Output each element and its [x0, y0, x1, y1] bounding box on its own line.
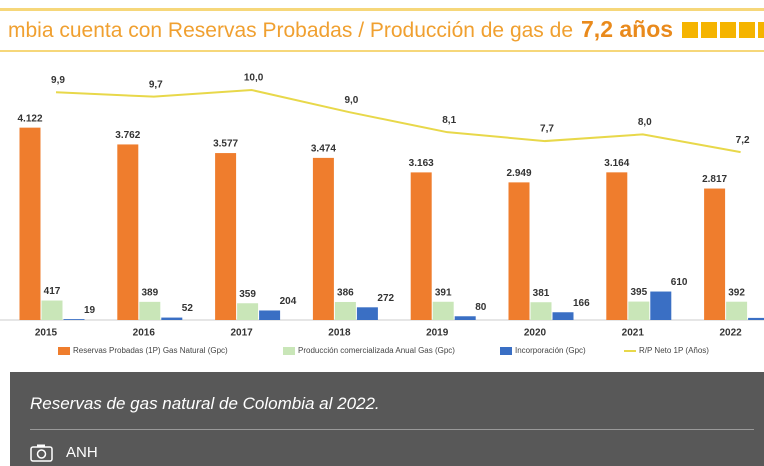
data-label: 80	[475, 302, 487, 313]
camera-icon	[30, 444, 53, 462]
bar	[41, 300, 63, 320]
bar	[454, 316, 476, 320]
data-label: 7,7	[540, 124, 554, 135]
data-label: 52	[182, 303, 194, 314]
bar	[704, 188, 726, 320]
x-tick-label: 2015	[35, 328, 58, 339]
data-label: 392	[728, 287, 745, 298]
data-label: 4.122	[17, 113, 42, 124]
data-label: 3.762	[115, 130, 140, 141]
legend-label: Incorporación (Gpc)	[515, 346, 586, 355]
caption-separator	[30, 429, 754, 430]
legend-label: Reservas Probadas (1P) Gas Natural (Gpc)	[73, 346, 228, 355]
bar	[139, 301, 161, 320]
data-label: 389	[141, 287, 158, 298]
bar	[259, 310, 281, 320]
bar	[63, 319, 85, 320]
bar	[726, 301, 748, 320]
x-tick-label: 2016	[133, 328, 156, 339]
bar	[650, 291, 672, 320]
bar	[356, 307, 378, 320]
chart-title: mbia cuenta con Reservas Probadas / Prod…	[8, 16, 673, 42]
data-label: 9,0	[344, 95, 358, 106]
bar	[552, 312, 574, 320]
bar	[508, 182, 530, 320]
top-band	[0, 8, 764, 11]
data-label: 9,7	[149, 79, 163, 90]
x-tick-label: 2017	[230, 328, 253, 339]
legend-label: Producción comercializada Anual Gas (Gpc…	[298, 346, 455, 355]
data-label: 204	[280, 296, 297, 307]
caption-credit: ANH	[66, 444, 98, 461]
x-tick-label: 2019	[426, 328, 449, 339]
title-highlight: 7,2 años	[581, 16, 673, 42]
data-label: 386	[337, 288, 354, 299]
data-label: 166	[573, 298, 590, 309]
data-label: 10,0	[244, 73, 264, 84]
bar	[606, 172, 628, 320]
data-label: 19	[84, 305, 96, 316]
legend-label: R/P Neto 1P (Años)	[639, 346, 709, 355]
x-tick-label: 2021	[622, 328, 645, 339]
x-tick-label: 2018	[328, 328, 351, 339]
bar	[215, 153, 237, 320]
data-label: 391	[435, 287, 452, 298]
title-text: mbia cuenta con Reservas Probadas / Prod…	[8, 19, 573, 42]
data-label: 2.949	[506, 168, 531, 179]
bar	[19, 127, 41, 320]
top-band	[0, 50, 764, 52]
data-label: 272	[377, 293, 394, 304]
bar	[628, 301, 650, 320]
bar	[334, 301, 356, 320]
data-label: 3.474	[311, 144, 336, 155]
data-label: 7,2	[736, 135, 750, 146]
data-label: 9,9	[51, 75, 65, 86]
bar	[530, 302, 552, 320]
data-label: 395	[630, 287, 647, 298]
data-label: 359	[239, 289, 256, 300]
data-label: 8,0	[638, 117, 652, 128]
data-label: 3.164	[604, 158, 629, 169]
bar	[237, 303, 259, 320]
data-label: 417	[44, 286, 61, 297]
data-label: 8,1	[442, 115, 456, 126]
line	[55, 88, 741, 154]
x-tick-label: 2022	[719, 328, 742, 339]
data-label: 3.163	[409, 158, 434, 169]
data-label: 2.817	[702, 174, 727, 185]
legend-swatch	[500, 347, 512, 355]
data-label: 3.577	[213, 139, 238, 150]
legend-swatch	[283, 347, 295, 355]
bar	[161, 317, 183, 320]
caption-text: Reservas de gas natural de Colombia al 2…	[30, 394, 380, 413]
bar	[432, 301, 454, 320]
bar	[748, 317, 764, 320]
caption-overlay: Reservas de gas natural de Colombia al 2…	[10, 372, 764, 466]
bar	[117, 144, 139, 320]
legend-swatch	[58, 347, 70, 355]
bar	[410, 172, 432, 320]
data-label: 381	[533, 288, 550, 299]
title-squares	[682, 22, 764, 38]
data-label: 610	[671, 277, 688, 288]
x-tick-label: 2020	[524, 328, 547, 339]
bar	[312, 157, 334, 320]
